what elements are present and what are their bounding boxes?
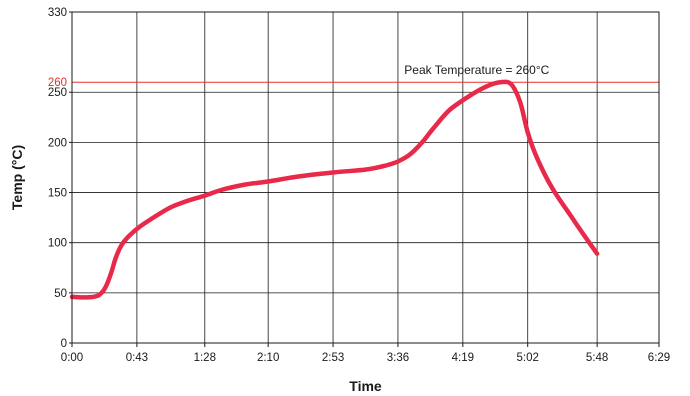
x-tick-label: 0:43 xyxy=(126,352,148,364)
x-tick-label: 2:10 xyxy=(257,352,279,364)
grid xyxy=(72,12,659,343)
temperature-series-line xyxy=(69,79,600,300)
y-tick-label: 50 xyxy=(54,288,67,300)
x-tick-labels: 0:00 0:43 1:28 2:10 2:53 3:36 4:19 5:02 5:48 6:29 xyxy=(61,343,670,364)
y-tick-label: 100 xyxy=(48,238,67,250)
y-tick-labels: 0 50 100 150 200 250 330 xyxy=(48,7,72,350)
plot-frame xyxy=(71,11,660,344)
y-tick-label: 150 xyxy=(48,188,67,200)
reference-line-group: 260 xyxy=(48,77,659,89)
y-axis-title: Temp (°C) xyxy=(9,145,25,210)
x-tick-label: 3:36 xyxy=(387,352,409,364)
x-tick-label: 5:02 xyxy=(517,352,539,364)
peak-reference-label: 260 xyxy=(48,77,67,89)
x-axis-title: Time xyxy=(349,378,382,394)
series-group xyxy=(69,79,600,300)
x-tick-label: 2:53 xyxy=(322,352,344,364)
x-tick-label: 1:28 xyxy=(194,352,216,364)
peak-annotation: Peak Temperature = 260°C xyxy=(404,63,549,77)
y-tick-label: 200 xyxy=(48,137,67,149)
x-tick-label: 6:29 xyxy=(648,352,670,364)
y-tick-label: 330 xyxy=(48,7,67,19)
y-tick-label: 0 xyxy=(61,338,67,350)
x-tick-label: 5:48 xyxy=(586,352,608,364)
x-tick-label: 4:19 xyxy=(452,352,474,364)
y-tick-label: 250 xyxy=(48,87,67,99)
x-tick-label: 0:00 xyxy=(61,352,83,364)
